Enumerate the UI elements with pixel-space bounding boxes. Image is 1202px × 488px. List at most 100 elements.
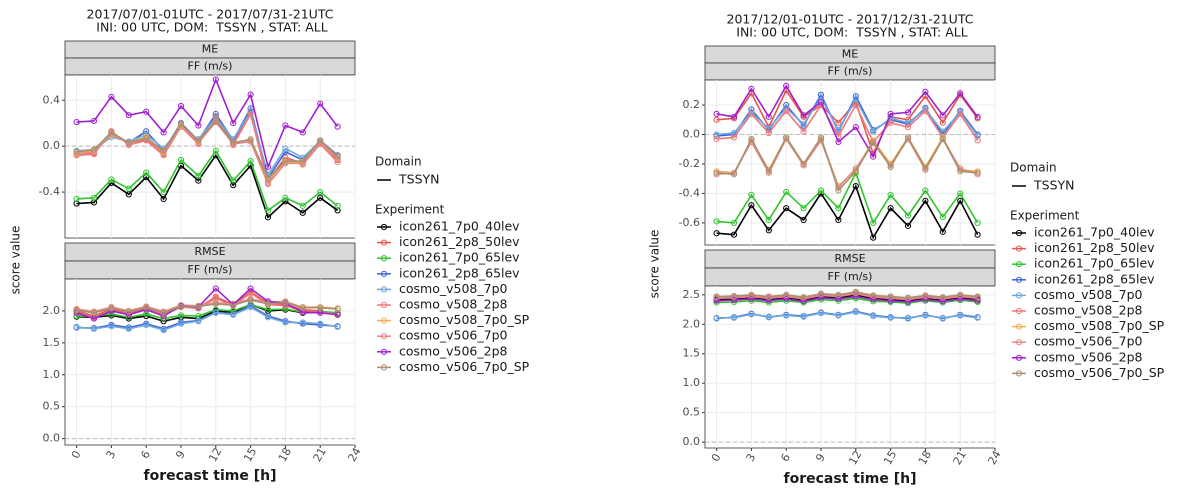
data-point [264,314,272,321]
data-point [160,309,167,316]
data-point [783,107,790,115]
data-point [282,299,289,306]
data-point [887,191,894,199]
data-point [904,222,912,229]
data-point [713,230,720,237]
data-point [334,153,341,160]
facet-unit: FF (m/s) [828,270,873,283]
data-point [264,300,272,307]
data-point [125,308,132,315]
data-point [887,163,894,171]
legend-label: cosmo_v506_7p0_SP [399,359,530,374]
data-point [765,216,772,224]
data-point [852,168,859,175]
data-point [939,298,946,305]
y-tick-label: 2.5 [683,288,701,301]
data-point [334,311,341,318]
data-point [904,119,912,126]
x-tick-label: 15 [241,445,259,464]
legend-title: Experiment [1010,209,1080,223]
y-tick-label: 2.0 [683,317,701,330]
legend-key [1015,354,1023,361]
data-point [195,318,202,325]
data-point [247,91,254,98]
data-point [125,112,132,119]
data-point [212,285,219,292]
data-point [748,110,755,117]
data-point [835,138,842,145]
y-tick-label: 0.2 [683,98,701,111]
y-tick-label: 0.5 [683,406,701,419]
y-tick-label: -0.4 [679,186,700,199]
data-point [748,85,755,92]
data-point [90,117,98,125]
data-point [143,135,150,142]
chart-title: 2017/12/01-01UTC - 2017/12/31-21UTC [727,12,974,27]
legend-key [1015,307,1023,315]
facet-unit: FF (m/s) [828,65,873,78]
data-point [887,314,894,321]
data-point [264,163,272,170]
chart-title: 2017/07/01-01UTC - 2017/07/31-21UTC [87,7,334,22]
legend-key [380,223,388,231]
legend-label: cosmo_v508_7p0 [399,281,508,296]
x-tick-label: 24 [345,445,363,464]
data-point [212,117,219,125]
y-tick-label: -0.4 [39,185,60,198]
y-tick-label: 0.0 [43,432,61,445]
data-point [90,315,98,322]
data-point [974,293,981,300]
series-line [716,295,978,303]
data-point [160,195,167,203]
data-point [730,134,738,141]
series-line [716,170,979,225]
data-point [177,303,185,310]
data-point [817,187,825,194]
y-tick-label: 0.5 [43,400,61,413]
data-point [299,209,306,216]
data-point [730,314,738,321]
legend-label: cosmo_v508_7p0_SP [399,312,530,327]
data-point [800,160,807,168]
data-point [939,112,946,119]
data-point [73,200,80,207]
data-point [334,202,341,209]
facet-title: RMSE [834,252,865,265]
data-point [160,129,167,136]
data-point [835,187,842,194]
data-point [939,228,946,235]
data-point [922,312,929,319]
data-point [125,191,132,198]
legend-key [380,286,388,293]
legend-label: TSSYN [398,172,440,187]
x-tick-label: 24 [985,448,1003,467]
data-point [125,185,132,192]
data-point [160,147,167,154]
data-point [765,293,772,300]
data-point [974,219,981,227]
data-point [282,194,289,201]
data-point [974,231,981,238]
chart-subtitle: INI: 00 UTC, DOM: TSSYN , STAT: ALL [732,25,967,40]
series-line [76,153,339,219]
data-point [160,188,167,196]
data-point [957,197,964,204]
x-tick-label: 3 [104,448,119,461]
data-point [212,300,219,307]
data-point [282,122,289,129]
y-tick-label: -0.2 [679,157,700,170]
data-point [852,124,859,131]
data-point [247,157,254,165]
data-point [160,326,167,334]
x-tick-label: 9 [173,448,188,461]
x-tick-label: 12 [846,448,864,467]
data-point [957,295,964,303]
legend-label: cosmo_v506_7p0 [1034,334,1143,349]
y-tick-label: 1.0 [43,368,61,381]
y-tick-label: 0.0 [683,435,701,448]
data-point [870,292,877,299]
legend-key [380,270,388,277]
data-point [317,304,324,311]
data-point [870,219,877,227]
x-tick-label: 0 [709,451,724,464]
